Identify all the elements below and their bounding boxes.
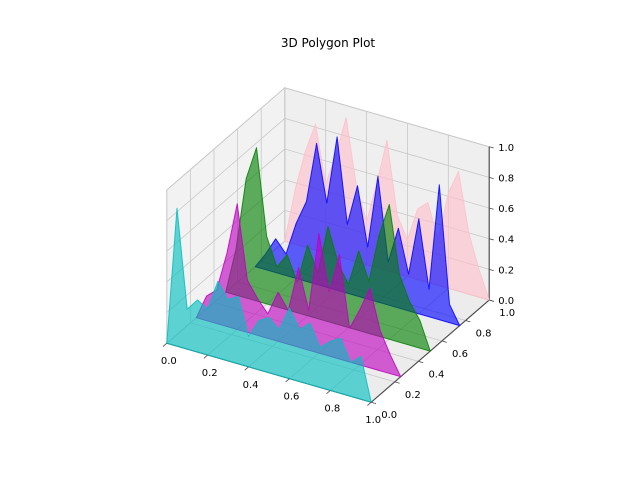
chart-title: 3D Polygon Plot — [280, 36, 376, 50]
grid-line-leftwall-z — [166, 87, 286, 191]
z-tick-mark — [489, 238, 494, 241]
y-tick-mark — [441, 340, 447, 343]
z-tick-mark — [489, 146, 494, 149]
series-magenta-polygon — [195, 203, 402, 378]
grid-line-leftwall-z — [166, 148, 286, 252]
x-tick-label: 0.6 — [283, 392, 299, 403]
y-tick-mark — [371, 401, 377, 405]
y-tick-mark — [394, 381, 400, 384]
x-tick-mark — [367, 401, 372, 406]
z-tick-label: 0.4 — [498, 235, 514, 246]
x-tick-mark — [285, 378, 290, 383]
grid-line-leftwall-z — [166, 179, 286, 283]
x-tick-label: 0.4 — [243, 380, 259, 391]
y-tick-label: 1.0 — [499, 308, 515, 319]
x-tick-label: 0.8 — [324, 403, 340, 414]
z-tick-label: 1.0 — [498, 143, 514, 154]
z-tick-label: 0.6 — [498, 204, 514, 215]
y-tick-label: 0.6 — [452, 349, 468, 360]
z-tick-label: 0.0 — [498, 296, 514, 307]
x-tick-mark — [203, 354, 208, 359]
z-tick-mark — [489, 177, 494, 180]
z-tick-mark — [489, 207, 494, 210]
grid-line-rightwall-z — [284, 87, 490, 148]
y-tick-label: 0.4 — [428, 369, 444, 380]
x-tick-mark — [162, 342, 168, 347]
y-tick-label: 0.2 — [405, 390, 421, 401]
x-tick-label: 1.0 — [365, 415, 381, 426]
x-tick-label: 0.2 — [202, 368, 218, 379]
y-tick-label: 0.8 — [476, 328, 492, 339]
grid-line-leftwall-z — [166, 118, 286, 221]
y-tick-label: 0.0 — [381, 410, 397, 421]
z-tick-mark — [489, 269, 494, 271]
z-tick-label: 0.8 — [498, 173, 514, 184]
x-tick-mark — [244, 366, 249, 371]
x-tick-label: 0.0 — [161, 356, 177, 367]
x-tick-mark — [326, 390, 331, 395]
y-tick-mark — [465, 320, 471, 323]
series-cyan-polygon — [166, 207, 372, 403]
y-tick-mark — [418, 360, 424, 364]
z-tick-mark — [489, 299, 494, 302]
z-tick-label: 0.2 — [498, 265, 514, 276]
